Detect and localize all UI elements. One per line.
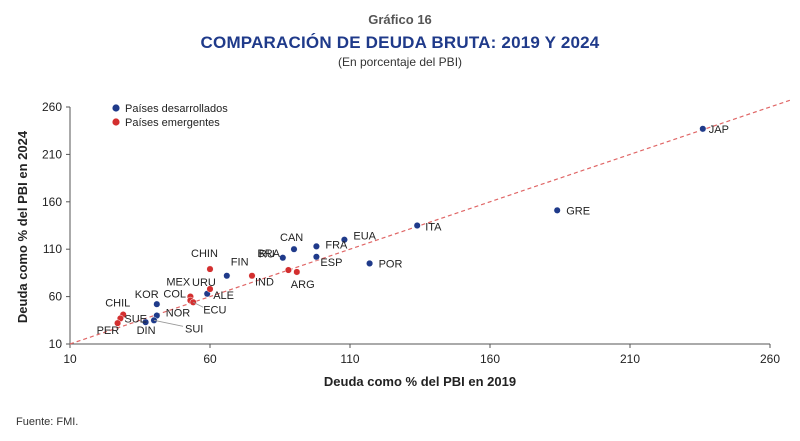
point-label-jap: JAP [709, 124, 729, 136]
point-fin [223, 272, 231, 280]
point-label-col: COL [163, 288, 186, 300]
point-label-mex: MEX [166, 277, 191, 289]
point-gre [553, 206, 561, 214]
x-tick-label: 210 [620, 352, 640, 366]
point-label-chil: CHIL [105, 298, 130, 310]
y-axis-title: Deuda como % del PBI en 2024 [15, 130, 30, 323]
point-ru [279, 254, 287, 262]
point-label-chin: CHIN [191, 248, 218, 260]
legend-label: Países desarrollados [125, 103, 228, 115]
y-tick-label: 160 [42, 195, 62, 209]
leader-line [153, 319, 184, 327]
x-tick-label: 110 [340, 352, 359, 366]
point-label-esp: ESP [320, 257, 342, 269]
point-label-ru: RU [259, 249, 275, 261]
data-points: JAP GRE ITA EUA FRA CAN ESP RU POR FIN ALE KOR NOR SU… [97, 124, 729, 337]
point-bra [284, 266, 292, 274]
point-label-ita: ITA [425, 222, 442, 234]
point-fra [312, 242, 320, 250]
point-label-eua: EUA [353, 231, 376, 243]
point-por [366, 259, 374, 267]
legend-label: Países emergentes [125, 117, 220, 129]
point-label-ecu: ECU [203, 304, 226, 316]
axes: 10 60 110 160 210 260 10 60 110 160 210 260 [42, 100, 780, 366]
point-uru [206, 285, 214, 293]
point-kor [153, 300, 161, 308]
point-label-din: DIN [137, 325, 156, 337]
y-tick-label: 60 [49, 290, 63, 304]
point-per [114, 319, 122, 327]
y-tick-label: 10 [49, 337, 63, 351]
x-tick-label: 10 [63, 352, 77, 366]
point-label-gre: GRE [566, 205, 590, 217]
point-ind [248, 272, 256, 280]
legend-marker [112, 118, 120, 126]
point-ita [413, 221, 421, 230]
point-arg [293, 268, 301, 276]
point-label-arg: ARG [291, 279, 315, 291]
chart-title: COMPARACIÓN DE DEUDA BRUTA: 2019 Y 2024 [200, 33, 600, 52]
y-tick-label: 110 [43, 242, 62, 256]
point-label-sue: SUE [124, 313, 147, 325]
point-label-uru: URU [192, 277, 216, 289]
point-label-can: CAN [280, 232, 303, 244]
point-label-nor: NOR [166, 308, 191, 320]
legend: Países desarrollados Países emergentes [112, 103, 228, 129]
point-din [142, 318, 150, 326]
y-tick-label: 260 [42, 100, 62, 114]
point-label-sui: SUI [185, 323, 203, 335]
point-can [290, 245, 298, 253]
point-esp [312, 253, 320, 261]
point-chin [206, 265, 214, 273]
chart-kicker: Gráfico 16 [368, 12, 432, 27]
x-axis-title: Deuda como % del PBI en 2019 [324, 374, 516, 389]
point-label-ale: ALE [213, 290, 234, 302]
x-tick-label: 60 [203, 352, 217, 366]
point-label-fra: FRA [325, 239, 348, 251]
point-label-fin: FIN [231, 257, 249, 269]
point-label-kor: KOR [135, 289, 159, 301]
x-tick-label: 260 [760, 352, 780, 366]
y-tick-label: 210 [42, 147, 62, 161]
chart-subtitle: (En porcentaje del PBI) [337, 55, 463, 69]
x-tick-label: 160 [480, 352, 500, 366]
leader-line [193, 301, 204, 308]
point-label-ind: IND [255, 277, 274, 289]
point-label-per: PER [97, 325, 120, 337]
point-eua [340, 236, 348, 244]
point-label-por: POR [379, 258, 403, 270]
legend-marker [112, 104, 120, 112]
source-note: Fuente: FMI. [16, 416, 79, 428]
point-jap [699, 125, 707, 133]
point-label-bra: BRA [257, 248, 280, 260]
